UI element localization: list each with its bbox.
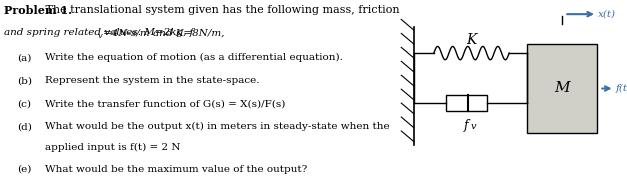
Text: f(t): f(t) [616,84,627,93]
Text: f: f [464,119,469,132]
Text: (a): (a) [18,53,32,62]
Text: The translational system given has the following mass, friction: The translational system given has the f… [42,5,399,15]
Text: What would be the maximum value of the output?: What would be the maximum value of the o… [45,165,307,174]
Text: applied input is f(t) = 2 N: applied input is f(t) = 2 N [45,143,180,153]
Text: Represent the system in the state-space.: Represent the system in the state-space. [45,76,259,85]
Bar [446,95,487,111]
Text: (d): (d) [18,122,33,131]
Text: Problem 1.: Problem 1. [4,5,72,16]
Text: M: M [554,81,569,96]
Text: x(t): x(t) [598,10,616,19]
Text: (e): (e) [18,165,32,174]
Text: (b): (b) [18,76,33,85]
Text: K: K [466,33,477,47]
Text: Write the transfer function of G(s) = X(s)/F(s): Write the transfer function of G(s) = X(… [45,99,285,108]
Text: What would be the output x(t) in meters in steady-state when the: What would be the output x(t) in meters … [45,122,389,131]
Text: (c): (c) [18,99,31,108]
Text: v: v [98,32,103,40]
Text: =4N-s/m and K=8N/m,: =4N-s/m and K=8N/m, [103,28,224,37]
Bar [527,44,597,133]
Text: v: v [471,122,477,131]
Text: Write the equation of motion (as a differential equation).: Write the equation of motion (as a diffe… [45,53,342,62]
Text: and spring related values. M=2kg, f: and spring related values. M=2kg, f [4,28,193,37]
